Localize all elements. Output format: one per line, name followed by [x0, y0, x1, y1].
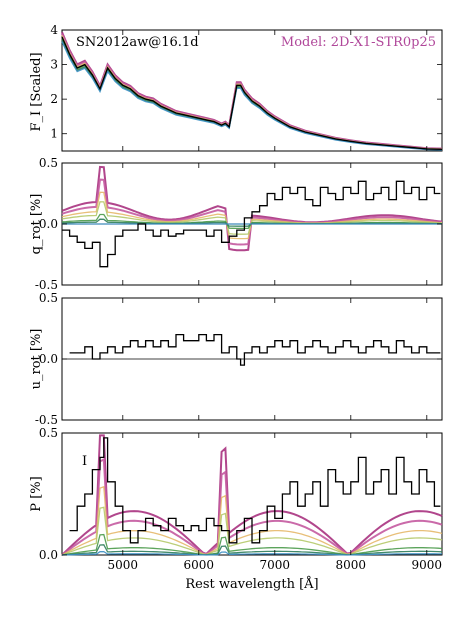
y-tick-label: 4 — [50, 23, 58, 37]
y-tick-label: 1 — [50, 127, 58, 141]
y-label-q: q_rot [%] — [29, 194, 44, 255]
q-model-5 — [61, 218, 442, 227]
y-tick-label: 0.0 — [39, 352, 58, 366]
y-tick-label: 0.0 — [39, 548, 58, 562]
q-model-0 — [61, 165, 443, 252]
u-observed-line — [69, 333, 441, 366]
y-tick-label: 3 — [50, 58, 58, 72]
y-tick-label: 0.0 — [39, 217, 58, 231]
flux-model-2 — [61, 35, 443, 150]
error-bar-marker: I — [82, 454, 87, 469]
model-label: Model: 2D-X1-STR0p25 — [281, 35, 436, 50]
y-tick-label: 2 — [50, 92, 58, 106]
q-model-4 — [61, 213, 443, 230]
p-model-5 — [61, 544, 443, 556]
y-tick-label: 0.5 — [39, 291, 58, 305]
flux-model-5 — [61, 39, 443, 151]
y-tick-label: 0.5 — [39, 426, 58, 440]
panel-p-frame — [61, 432, 443, 556]
flux-model-3 — [61, 36, 443, 150]
p-model-0 — [61, 434, 443, 556]
flux-model-1 — [61, 33, 443, 150]
x-tick-label: 7000 — [260, 558, 291, 572]
q-model-3 — [61, 201, 443, 235]
flux-model-4 — [61, 38, 443, 151]
p-model-6 — [61, 550, 442, 556]
q-model-2 — [61, 191, 443, 240]
x-tick-label: 9000 — [412, 558, 443, 572]
y-tick-label: -0.5 — [35, 278, 58, 292]
y-label-u: u_rot [%] — [29, 329, 44, 390]
y-label-p: P [%] — [29, 476, 44, 511]
y-label-flux: F_I [Scaled] — [29, 52, 44, 131]
y-tick-label: -0.5 — [35, 413, 58, 427]
panel-flux-frame — [61, 29, 443, 152]
x-tick-label: 5000 — [108, 558, 139, 572]
x-tick-label: 8000 — [336, 558, 367, 572]
flux-observed-line — [61, 36, 443, 150]
x-axis-label: Rest wavelength [Å] — [185, 576, 318, 592]
flux-model-6 — [61, 41, 443, 151]
y-tick-label: 0.5 — [39, 156, 58, 170]
x-tick-label: 6000 — [184, 558, 215, 572]
q-observed-line — [62, 180, 441, 268]
p-model-4 — [61, 533, 443, 556]
p-observed-line — [69, 437, 441, 544]
object-label: SN2012aw@16.1d — [76, 35, 199, 50]
